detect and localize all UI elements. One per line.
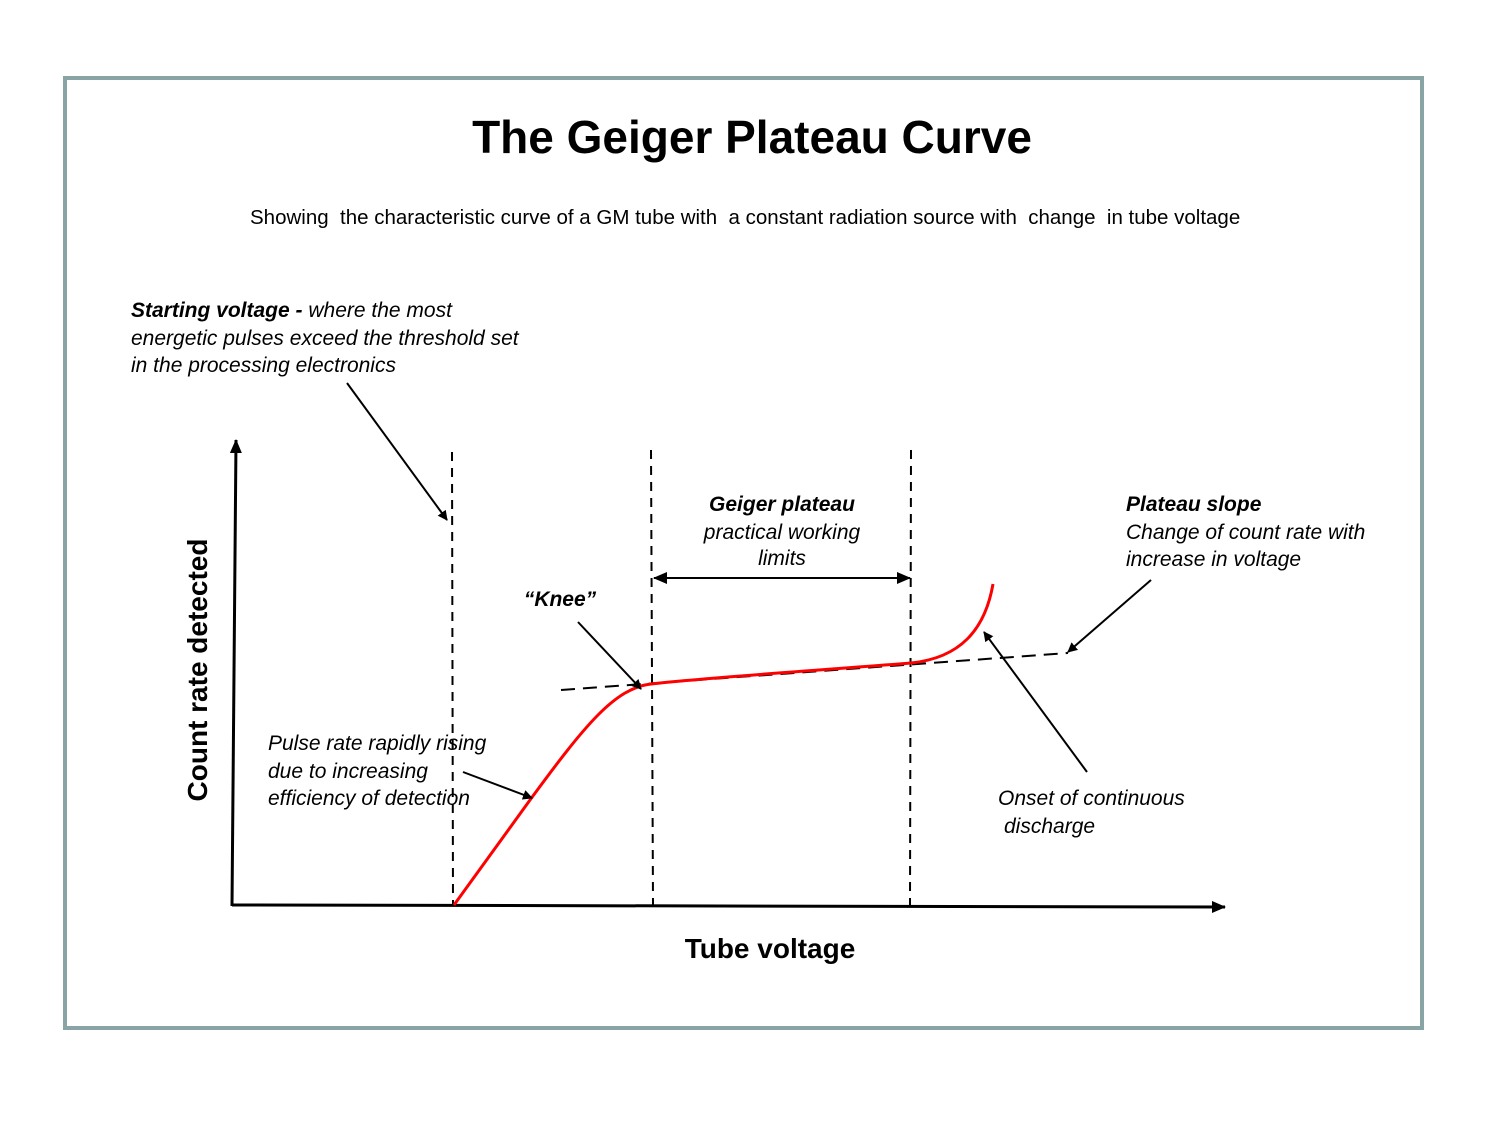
pulse-rate-pointer [462,771,533,800]
plateau-slope-line2: Change of count rate with [1126,521,1365,544]
starting-voltage-line [451,451,454,906]
plateau-slope-pointer [1067,579,1152,653]
geiger-plateau-heading: Geiger plateau [709,493,855,516]
knee-label: “Knee” [524,588,597,611]
onset-pointer [983,631,1088,773]
frame [63,76,1424,1030]
x-axis-label: Tube voltage [685,933,856,964]
pulse-rate-line3: efficiency of detection [268,787,470,810]
starting-voltage-note-line2: energetic pulses exceed the threshold se… [131,327,520,350]
plateau-curve [452,583,995,906]
geiger-plateau-line3: limits [758,547,806,570]
plateau-slope-line3: increase in voltage [1126,548,1301,571]
y-axis [229,439,242,907]
title: The Geiger Plateau Curve [472,111,1032,163]
onset-line2: discharge [1004,815,1095,838]
onset-line1: Onset of continuous [998,787,1185,810]
geiger-plateau-line2: practical working [703,521,861,544]
plateau-slope-heading: Plateau slope [1126,493,1262,516]
starting-voltage-pointer [346,382,448,521]
y-axis-label: Count rate detected [182,539,213,802]
starting-voltage-heading: Starting voltage - [131,299,303,322]
starting-voltage-note-line3: in the processing electronics [131,354,396,377]
starting-voltage-note: Starting voltage - where the most [131,299,453,322]
knee-pointer [577,621,642,690]
x-axis [231,900,1226,913]
pulse-rate-line1: Pulse rate rapidly rising [268,732,487,755]
subtitle: Showing the characteristic curve of a GM… [250,206,1240,229]
plateau-end-line [909,449,912,906]
note-line: where the most [303,299,454,322]
pulse-rate-line2: due to increasing [268,760,428,783]
plateau-start-line [650,449,654,906]
